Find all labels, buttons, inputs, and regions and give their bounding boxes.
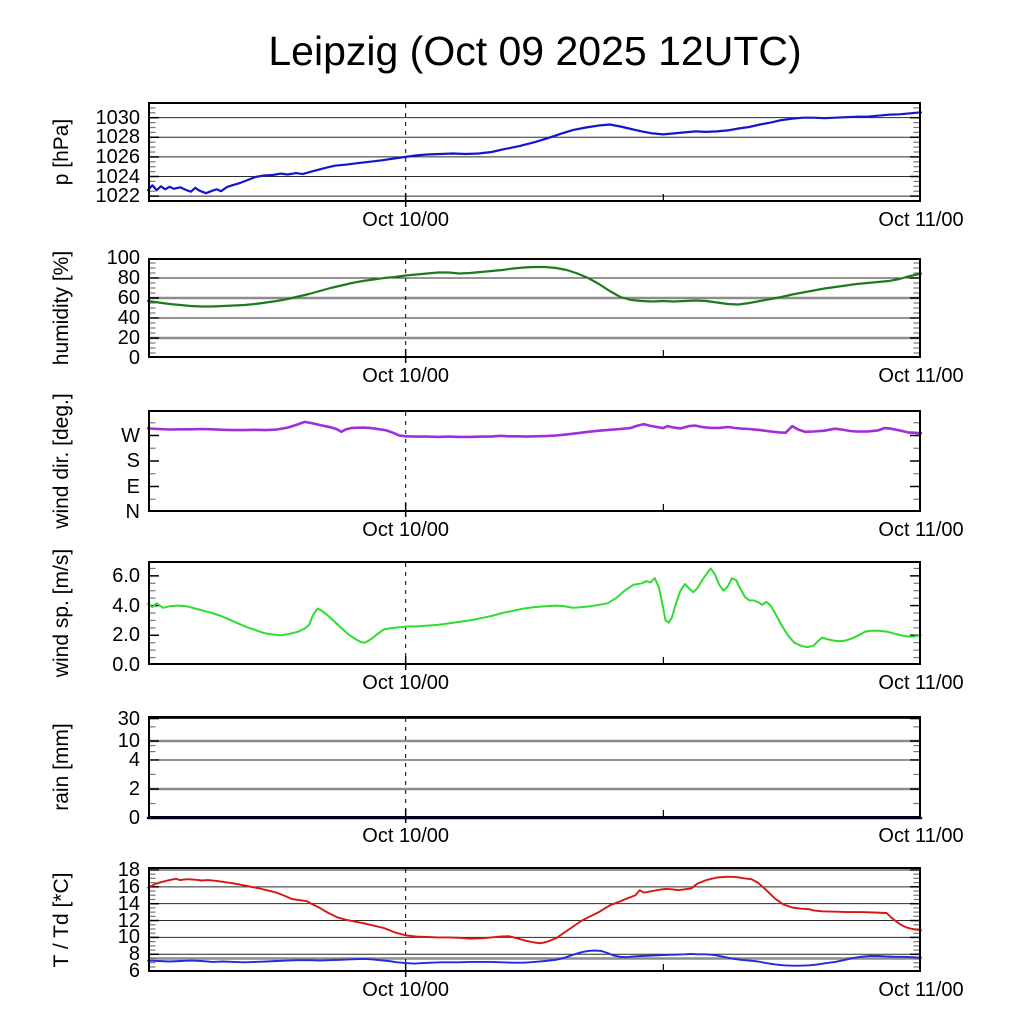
y-tick-label: 1030 — [95, 106, 141, 129]
page-title: Leipzig (Oct 09 2025 12UTC) — [268, 28, 802, 74]
x-tick-label: Oct 11/00 — [878, 519, 964, 541]
y-tick-label: 2.0 — [112, 624, 140, 647]
y-tick-label: 4.0 — [112, 594, 140, 617]
y-tick-label: 14 — [117, 892, 140, 915]
y-tick-label: 0.0 — [112, 654, 140, 676]
x-tick-label: Oct 10/00 — [362, 672, 450, 694]
plot-frame — [148, 410, 921, 512]
x-tick-label: Oct 11/00 — [878, 672, 964, 694]
y-tick-label: E — [126, 475, 140, 498]
x-tick-label: Oct 10/00 — [362, 365, 450, 387]
plot-frame — [148, 867, 921, 972]
series-wind_dir — [146, 420, 923, 439]
plot-frame — [148, 561, 921, 665]
x-tick-label: Oct 11/00 — [878, 365, 964, 387]
panel-1 — [146, 102, 923, 207]
y-tick-label: W — [121, 424, 140, 447]
y-tick-label: 18 — [117, 858, 140, 881]
x-tick-label: Oct 10/00 — [362, 825, 450, 847]
series-wind_speed — [147, 567, 922, 649]
y-tick-label: 4 — [128, 748, 140, 771]
y-tick-label: 12 — [117, 909, 140, 932]
y-tick-label: 10 — [117, 729, 140, 752]
y-tick-label: S — [126, 450, 140, 472]
y-tick-label: 1028 — [95, 126, 141, 149]
plot-frame — [148, 102, 921, 202]
y-tick-label: 20 — [117, 327, 140, 349]
plot-frame — [148, 716, 921, 818]
plot-frame — [148, 258, 921, 358]
series-temperature — [147, 875, 922, 945]
y-tick-label: 80 — [117, 267, 140, 289]
panel-4 — [147, 561, 922, 670]
panel-5 — [146, 716, 923, 823]
y-tick-label: N — [125, 501, 140, 523]
y-tick-label: 6.0 — [112, 564, 140, 587]
panel-2 — [146, 258, 923, 363]
y-tick-label: 10 — [117, 926, 140, 949]
x-tick-label: Oct 10/00 — [362, 519, 450, 541]
y-tick-label: 2 — [128, 778, 140, 801]
y-tick-label: 16 — [117, 875, 140, 898]
x-tick-label: Oct 11/00 — [878, 825, 964, 847]
y-tick-label: 0 — [128, 807, 140, 829]
y-tick-label: 0 — [128, 347, 140, 369]
y-tick-label: 1024 — [95, 165, 141, 188]
panel-3 — [146, 410, 923, 517]
x-tick-label: Oct 11/00 — [878, 209, 964, 231]
y-tick-label: 40 — [117, 307, 140, 329]
y-tick-label: 6 — [128, 960, 140, 983]
x-tick-label: Oct 11/00 — [878, 979, 964, 1001]
y-tick-label: 1026 — [95, 145, 141, 168]
y-tick-label: 1022 — [95, 185, 141, 208]
series-pressure — [146, 111, 923, 195]
panel-6 — [147, 867, 922, 977]
series-dewpoint — [147, 949, 922, 967]
y-tick-label: 60 — [117, 287, 140, 309]
series-humidity — [146, 265, 923, 308]
y-tick-label: 30 — [117, 707, 140, 730]
x-tick-label: Oct 10/00 — [362, 209, 450, 231]
x-tick-label: Oct 10/00 — [362, 979, 450, 1001]
y-tick-label: 100 — [106, 247, 140, 269]
y-tick-label: 8 — [128, 943, 140, 966]
